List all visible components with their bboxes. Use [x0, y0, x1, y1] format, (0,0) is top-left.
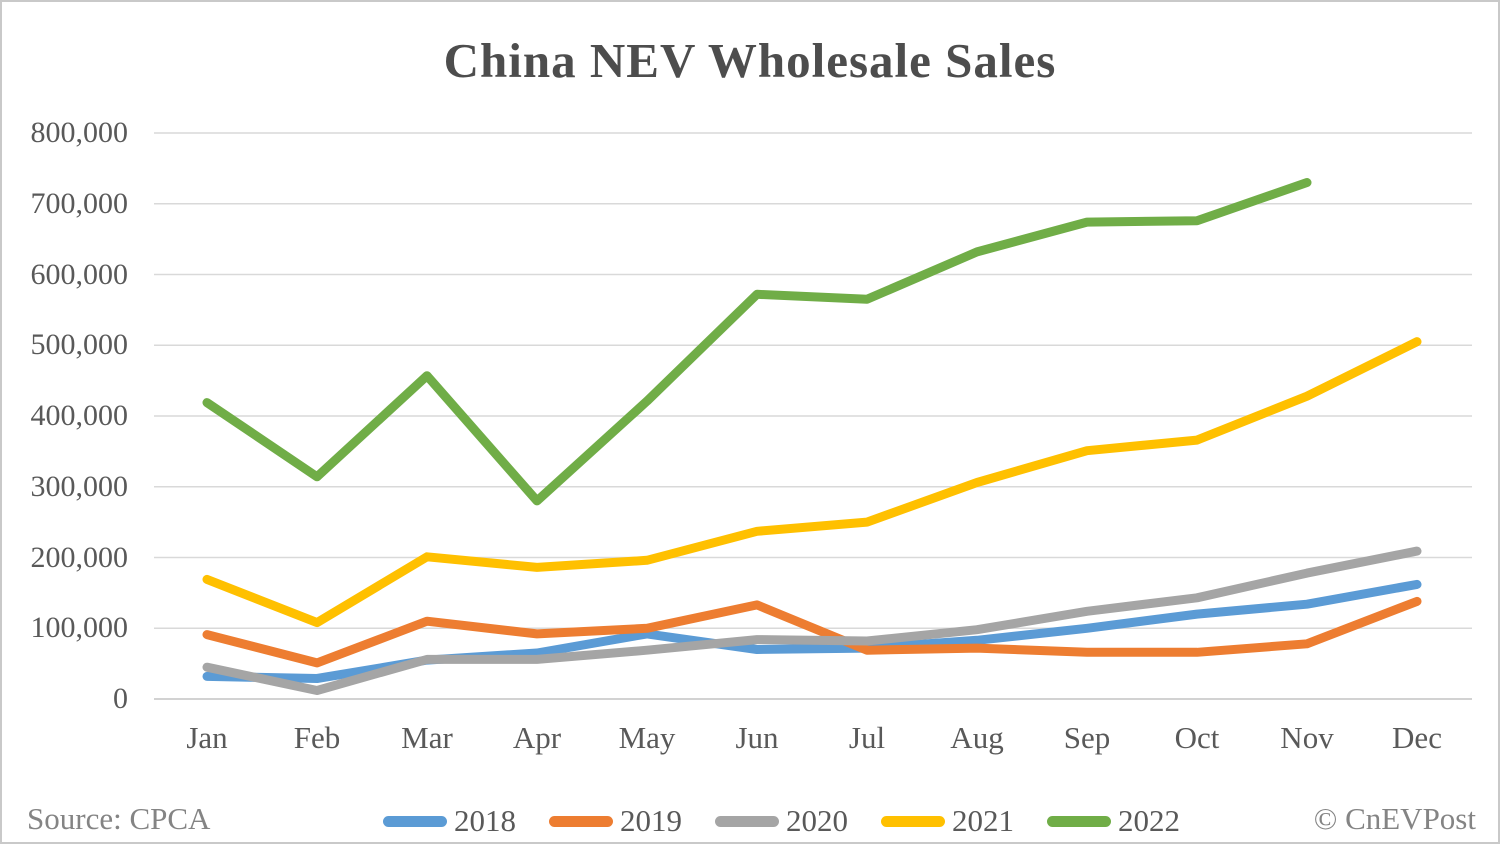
- legend-label-2022: 2022: [1118, 803, 1180, 838]
- watermark: © CnEVPost: [1313, 801, 1476, 836]
- y-tick-label: 200,000: [30, 541, 129, 574]
- x-tick-label-aug: Aug: [950, 720, 1004, 755]
- legend-label-2019: 2019: [620, 803, 682, 838]
- source-label: Source: CPCA: [27, 801, 211, 836]
- y-tick-label: 800,000: [30, 116, 129, 149]
- series-line-2021: [202, 337, 1422, 628]
- legend-item-2021: 2021: [881, 804, 1014, 838]
- y-tick-label: 700,000: [30, 187, 129, 220]
- y-tick-label: 600,000: [30, 258, 129, 291]
- x-tick-label-jul: Jul: [848, 720, 886, 755]
- legend-swatch-2020: [715, 815, 779, 827]
- x-tick-label-feb: Feb: [293, 720, 341, 755]
- y-tick-label: 0: [113, 682, 128, 715]
- x-tick-label-may: May: [618, 720, 676, 755]
- legend-item-2018: 2018: [383, 804, 516, 838]
- series-line-2022: [202, 178, 1312, 506]
- legend: 2018 2019 2020 2021 2022: [383, 804, 1180, 838]
- x-tick-label-nov: Nov: [1280, 720, 1334, 755]
- x-tick-label-jan: Jan: [186, 720, 228, 755]
- x-tick-label-sep: Sep: [1063, 720, 1111, 755]
- legend-swatch-2019: [549, 815, 613, 827]
- legend-item-2020: 2020: [715, 804, 848, 838]
- x-tick-label-oct: Oct: [1174, 720, 1220, 755]
- legend-label-2020: 2020: [786, 803, 848, 838]
- chart-title: China NEV Wholesale Sales: [443, 33, 1057, 88]
- legend-label-2021: 2021: [952, 803, 1014, 838]
- x-tick-label-jun: Jun: [735, 720, 779, 755]
- legend-swatch-2021: [881, 815, 945, 827]
- x-tick-label-mar: Mar: [401, 720, 453, 755]
- x-tick-label-apr: Apr: [512, 720, 562, 755]
- x-tick-label-dec: Dec: [1392, 720, 1442, 755]
- legend-item-2022: 2022: [1047, 804, 1180, 838]
- legend-label-2018: 2018: [454, 803, 516, 838]
- y-tick-label: 100,000: [30, 611, 129, 644]
- y-tick-label: 300,000: [30, 470, 129, 503]
- y-tick-label: 400,000: [30, 399, 129, 432]
- series-line-2019: [202, 596, 1422, 668]
- y-tick-label: 500,000: [30, 328, 129, 361]
- series-line-2020: [202, 546, 1422, 695]
- legend-item-2019: 2019: [549, 804, 682, 838]
- legend-swatch-2018: [383, 815, 447, 827]
- legend-swatch-2022: [1047, 815, 1111, 827]
